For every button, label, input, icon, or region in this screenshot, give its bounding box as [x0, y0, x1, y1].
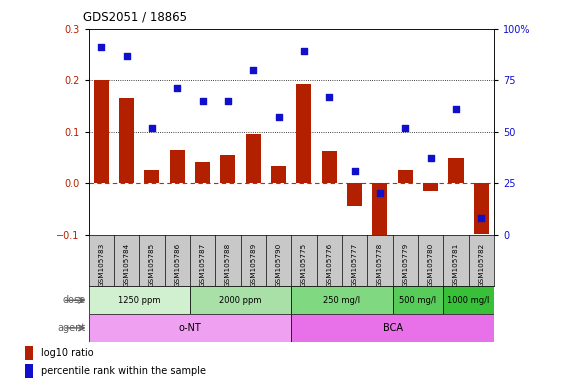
Text: dose: dose — [63, 295, 86, 305]
Bar — [170, 150, 185, 183]
Bar — [291, 286, 393, 314]
Bar — [195, 162, 210, 183]
Bar — [474, 183, 489, 233]
Text: GSM105789: GSM105789 — [250, 242, 256, 286]
Point — [147, 124, 156, 131]
Bar — [89, 314, 291, 342]
Point — [96, 44, 106, 50]
Text: GSM105782: GSM105782 — [478, 242, 484, 286]
Text: GSM105788: GSM105788 — [225, 242, 231, 286]
Bar — [89, 286, 190, 314]
Point — [198, 98, 207, 104]
Text: log10 ratio: log10 ratio — [41, 348, 94, 358]
Bar — [25, 364, 33, 378]
Point — [375, 190, 384, 197]
Point — [477, 215, 486, 221]
Bar — [291, 314, 494, 342]
Bar — [347, 183, 362, 206]
Text: 250 mg/l: 250 mg/l — [323, 296, 360, 305]
Point — [451, 106, 460, 112]
Text: GSM105775: GSM105775 — [301, 242, 307, 286]
Text: GSM105786: GSM105786 — [174, 242, 180, 286]
Bar — [25, 346, 33, 360]
Bar — [220, 155, 235, 183]
Bar — [144, 170, 159, 183]
Text: GSM105790: GSM105790 — [276, 242, 282, 286]
Text: GSM105787: GSM105787 — [199, 242, 206, 286]
Text: GSM105777: GSM105777 — [352, 242, 357, 286]
Bar — [397, 170, 413, 183]
Bar — [271, 166, 286, 183]
Point — [248, 67, 258, 73]
Text: GSM105783: GSM105783 — [98, 242, 104, 286]
Bar — [448, 159, 464, 183]
Bar — [296, 84, 312, 183]
Bar — [423, 183, 438, 191]
Text: GSM105780: GSM105780 — [428, 242, 433, 286]
Bar — [119, 98, 134, 183]
Text: 1000 mg/l: 1000 mg/l — [448, 296, 490, 305]
Point — [274, 114, 283, 120]
Point — [172, 85, 182, 91]
Bar — [321, 151, 337, 183]
Text: percentile rank within the sample: percentile rank within the sample — [41, 366, 206, 376]
Text: GSM105778: GSM105778 — [377, 242, 383, 286]
Text: BCA: BCA — [383, 323, 403, 333]
Point — [223, 98, 232, 104]
Bar — [393, 286, 443, 314]
Text: GSM105785: GSM105785 — [149, 242, 155, 286]
Text: GSM105784: GSM105784 — [123, 242, 130, 286]
Text: GSM105781: GSM105781 — [453, 242, 459, 286]
Text: agent: agent — [58, 323, 86, 333]
Point — [401, 124, 410, 131]
Text: GSM105776: GSM105776 — [326, 242, 332, 286]
Text: 1250 ppm: 1250 ppm — [118, 296, 160, 305]
Point — [350, 168, 359, 174]
Text: GSM105779: GSM105779 — [402, 242, 408, 286]
Text: 2000 ppm: 2000 ppm — [219, 296, 262, 305]
Text: GDS2051 / 18865: GDS2051 / 18865 — [83, 10, 187, 23]
Bar — [443, 286, 494, 314]
Point — [122, 53, 131, 59]
Point — [325, 94, 334, 100]
Text: 500 mg/l: 500 mg/l — [399, 296, 436, 305]
Bar — [190, 286, 291, 314]
Point — [426, 156, 435, 162]
Point — [299, 48, 308, 55]
Bar — [94, 80, 108, 183]
Text: o-NT: o-NT — [179, 323, 201, 333]
Bar — [372, 183, 388, 242]
Bar — [246, 134, 261, 183]
